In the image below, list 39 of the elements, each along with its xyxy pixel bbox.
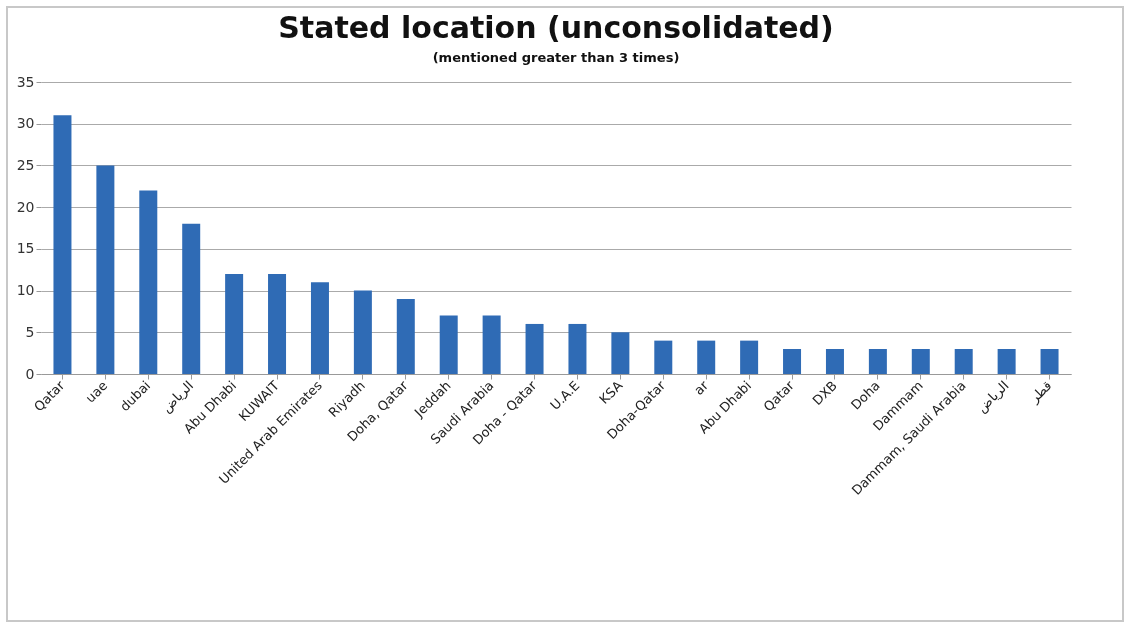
bar (182, 223, 201, 374)
bar (53, 115, 72, 374)
bar (310, 282, 329, 374)
bar (353, 290, 372, 374)
bar (654, 340, 673, 374)
y-tick-label: 20 (16, 198, 35, 215)
bar (268, 273, 287, 374)
bar (825, 348, 844, 374)
y-tick-label: 30 (16, 115, 35, 132)
bar (611, 332, 630, 374)
bar (568, 323, 587, 374)
y-tick-label: 25 (16, 156, 35, 173)
x-tick-label: ar (691, 377, 712, 398)
bar (439, 315, 458, 374)
chart-title: Stated location (unconsolidated) (278, 10, 834, 45)
bar (783, 348, 802, 374)
y-tick-label: 10 (16, 282, 35, 299)
bar (1040, 348, 1059, 374)
bar (697, 340, 716, 374)
bar (954, 348, 973, 374)
x-tick-label: قطر (1026, 377, 1056, 407)
bar (96, 165, 115, 374)
y-tick-label: 5 (25, 323, 35, 340)
y-tick-label: 0 (25, 365, 35, 382)
x-tick-label: الرياض (974, 377, 1013, 417)
bar (868, 348, 887, 374)
y-tick-label: 15 (16, 240, 35, 257)
bar (482, 315, 501, 374)
bar (997, 348, 1016, 374)
y-tick-label: 35 (16, 73, 35, 90)
bar (911, 348, 930, 374)
bar (740, 340, 759, 374)
x-tick-label: uae (82, 377, 111, 406)
bar (139, 190, 158, 374)
bar (396, 298, 415, 374)
chart-subtitle: (mentioned greater than 3 times) (432, 50, 680, 65)
bar (525, 323, 544, 374)
bar (225, 273, 244, 374)
x-tick-label: الرياض (158, 377, 197, 417)
